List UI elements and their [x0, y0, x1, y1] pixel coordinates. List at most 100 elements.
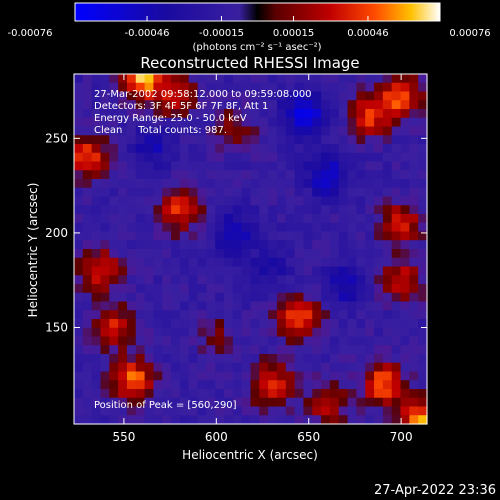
heatmap-cell — [347, 152, 357, 163]
heatmap-cell — [118, 257, 128, 268]
heatmap-cell — [418, 161, 428, 171]
heatmap-cell — [285, 135, 296, 145]
heatmap-cell — [250, 336, 260, 346]
heatmap-cell — [82, 187, 93, 198]
heatmap-cell — [100, 214, 110, 224]
heatmap-cell — [294, 406, 305, 416]
heatmap-cell — [171, 336, 181, 346]
heatmap-cell — [74, 362, 84, 373]
heatmap-cell — [109, 301, 119, 311]
heatmap-cell — [162, 170, 172, 180]
heatmap-cell — [118, 117, 128, 128]
heatmap-cell — [144, 205, 155, 215]
heatmap-cell — [144, 74, 155, 84]
heatmap-cell — [356, 126, 366, 136]
heatmap-cell — [303, 380, 313, 390]
heatmap-cell — [82, 135, 93, 145]
heatmap-cell — [321, 109, 331, 119]
heatmap-cell — [109, 266, 119, 276]
heatmap-cell — [100, 161, 110, 171]
heatmap-cell — [338, 82, 349, 93]
heatmap-cell — [188, 179, 199, 189]
heatmap-cell — [374, 397, 384, 408]
heatmap-cell — [224, 354, 234, 364]
x-tick-label: 650 — [297, 430, 320, 444]
heatmap-cell — [356, 222, 366, 233]
heatmap-cell — [268, 266, 278, 276]
heatmap-cell — [285, 284, 296, 294]
heatmap-cell — [171, 301, 181, 311]
heatmap-cell — [303, 275, 313, 285]
heatmap-cell — [135, 82, 146, 93]
heatmap-cell — [206, 327, 216, 338]
heatmap-cell — [259, 126, 269, 136]
heatmap-cell — [91, 362, 102, 373]
heatmap-cell — [382, 275, 393, 285]
heatmap-cell — [91, 82, 102, 93]
heatmap-cell — [276, 117, 287, 128]
heatmap-cell — [100, 319, 110, 329]
heatmap-cell — [206, 319, 216, 329]
heatmap-cell — [382, 284, 393, 294]
heatmap-cell — [188, 406, 199, 416]
heatmap-cell — [188, 240, 199, 250]
heatmap-cell — [153, 406, 163, 416]
heatmap-cell — [250, 187, 260, 198]
heatmap-cell — [250, 345, 260, 355]
heatmap-cell — [100, 301, 110, 311]
heatmap-cell — [162, 301, 172, 311]
heatmap-cell — [188, 292, 199, 303]
heatmap-cell — [100, 117, 110, 128]
heatmap-cell — [356, 257, 366, 268]
heatmap-cell — [382, 100, 393, 110]
heatmap-cell — [241, 406, 252, 416]
heatmap-cell — [74, 214, 84, 224]
heatmap-cell — [109, 319, 119, 329]
heatmap-cell — [232, 292, 243, 303]
heatmap-cell — [409, 275, 419, 285]
heatmap-cell — [329, 205, 340, 215]
heatmap-cell — [409, 187, 419, 198]
heatmap-cell — [356, 231, 366, 241]
heatmap-cell — [312, 266, 322, 276]
heatmap-cell — [303, 231, 313, 241]
heatmap-cell — [303, 301, 313, 311]
heatmap-cell — [321, 257, 331, 268]
heatmap-cell — [382, 397, 393, 408]
heatmap-cell — [171, 91, 181, 101]
heatmap-cell — [418, 205, 428, 215]
heatmap-cell — [374, 284, 384, 294]
heatmap-cell — [338, 100, 349, 110]
heatmap-cell — [259, 415, 269, 425]
heatmap-cell — [100, 336, 110, 346]
heatmap-cell — [250, 74, 260, 84]
heatmap-cell — [91, 222, 102, 233]
heatmap-cell — [215, 135, 225, 145]
heatmap-cell — [294, 144, 305, 154]
heatmap-cell — [188, 144, 199, 154]
heatmap-cell — [294, 301, 305, 311]
heatmap-cell — [259, 100, 269, 110]
heatmap-cell — [259, 82, 269, 93]
heatmap-cell — [206, 74, 216, 84]
heatmap-cell — [321, 406, 331, 416]
heatmap-cell — [391, 266, 402, 276]
heatmap-cell — [135, 266, 146, 276]
heatmap-cell — [276, 152, 287, 163]
heatmap-cell — [109, 240, 119, 250]
heatmap-cell — [179, 82, 190, 93]
heatmap-cell — [329, 319, 340, 329]
heatmap-cell — [179, 152, 190, 163]
heatmap-cell — [91, 380, 102, 390]
heatmap-cell — [250, 389, 260, 399]
heatmap-cell — [179, 100, 190, 110]
heatmap-cell — [224, 345, 234, 355]
heatmap-cell — [400, 74, 410, 84]
heatmap-cell — [241, 214, 252, 224]
heatmap-cell — [126, 82, 137, 93]
heatmap-cell — [74, 170, 84, 180]
heatmap-cell — [312, 240, 322, 250]
heatmap-cell — [276, 187, 287, 198]
heatmap-cell — [285, 179, 296, 189]
